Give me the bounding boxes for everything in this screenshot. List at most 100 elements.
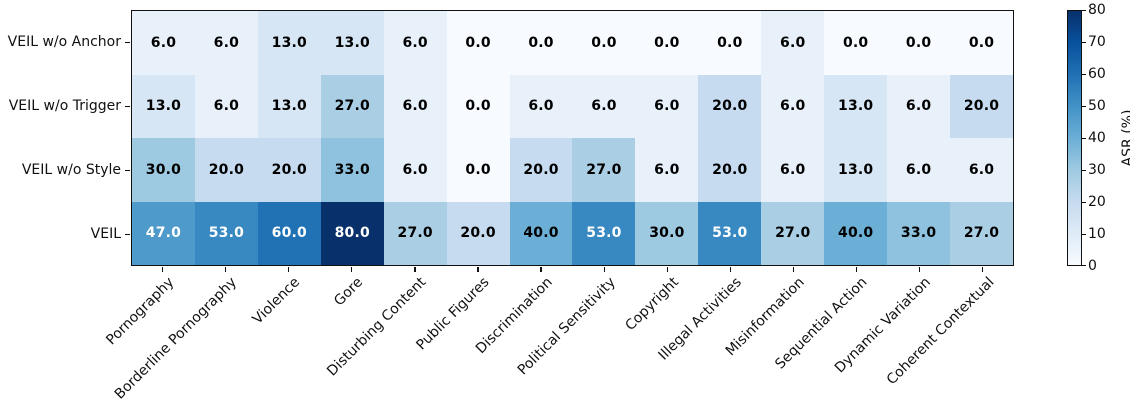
x-tick	[729, 267, 731, 272]
colorbar-tick	[1082, 169, 1086, 171]
heatmap-cell: 27.0	[761, 201, 825, 265]
heatmap-cell: 13.0	[132, 74, 195, 138]
heatmap-cell: 0.0	[950, 11, 1013, 75]
heatmap-cell: 0.0	[509, 11, 573, 75]
colorbar-tick-label: 40	[1088, 130, 1106, 146]
heatmap-cell: 20.0	[509, 138, 573, 202]
x-tick-label: Violence	[249, 274, 304, 328]
x-tick	[603, 267, 605, 272]
y-tick	[125, 105, 130, 107]
heatmap-cell: 0.0	[446, 74, 510, 138]
colorbar-tick	[1082, 41, 1086, 43]
y-tick-label: VEIL w/o Trigger	[8, 98, 121, 114]
heatmap-cell: 13.0	[824, 138, 888, 202]
colorbar-tick-label: 60	[1088, 66, 1106, 82]
heatmap-cell: 6.0	[132, 11, 195, 75]
colorbar-tick-label: 20	[1088, 194, 1106, 210]
colorbar-tick	[1082, 264, 1086, 266]
heatmap-cell: 6.0	[761, 138, 825, 202]
x-tick-label: Coherent Contextual	[883, 274, 998, 389]
y-tick	[125, 169, 130, 171]
heatmap-cell: 6.0	[887, 138, 951, 202]
y-tick-label: VEIL	[90, 226, 121, 242]
heatmap-plot-area: 6.0 6.0 13.0 13.0 6.0 0.0 0.0 0.0 0.0 0.0 6.0 0.0 0.…	[131, 10, 1014, 266]
y-tick	[125, 233, 130, 235]
heatmap-cell: 60.0	[257, 201, 321, 265]
heatmap-cell: 80.0	[320, 201, 384, 265]
heatmap-cell: 27.0	[572, 138, 636, 202]
colorbar-axis-label: ASR (%)	[1120, 109, 1130, 167]
x-tick	[225, 267, 227, 272]
heatmap-cell: 40.0	[509, 201, 573, 265]
y-tick-label: VEIL w/o Style	[21, 162, 121, 178]
heatmap-cell: 27.0	[383, 201, 447, 265]
x-tick-label: Gore	[331, 274, 367, 310]
x-tick-label: Borderline Pornography	[111, 274, 241, 403]
heatmap-cell: 6.0	[761, 11, 825, 75]
heatmap-cell: 6.0	[887, 74, 951, 138]
heatmap-cell: 0.0	[635, 11, 699, 75]
colorbar-tick	[1082, 233, 1086, 235]
heatmap-cell: 30.0	[635, 201, 699, 265]
heatmap-cell: 53.0	[572, 201, 636, 265]
heatmap-cell: 6.0	[509, 74, 573, 138]
heatmap-cell: 33.0	[887, 201, 951, 265]
heatmap-cell: 0.0	[887, 11, 951, 75]
colorbar-tick	[1082, 137, 1086, 139]
x-tick	[351, 267, 353, 272]
heatmap-cell: 40.0	[824, 201, 888, 265]
heatmap-cell: 6.0	[950, 138, 1013, 202]
y-tick-label: VEIL w/o Anchor	[7, 34, 121, 50]
heatmap-cell: 20.0	[698, 74, 762, 138]
x-tick	[477, 267, 479, 272]
colorbar-tick-label: 50	[1088, 98, 1106, 114]
heatmap-cell: 27.0	[950, 201, 1013, 265]
heatmap-cell: 0.0	[824, 11, 888, 75]
heatmap-cell: 27.0	[320, 74, 384, 138]
heatmap-cell: 0.0	[446, 138, 510, 202]
colorbar-tick	[1082, 201, 1086, 203]
colorbar-tick-label: 30	[1088, 162, 1106, 178]
heatmap-cell: 20.0	[257, 138, 321, 202]
y-tick	[125, 41, 130, 43]
x-tick	[288, 267, 290, 272]
heatmap-cell: 47.0	[132, 201, 195, 265]
colorbar-tick-label: 10	[1088, 226, 1106, 242]
colorbar-tick	[1082, 105, 1086, 107]
x-tick	[981, 267, 984, 272]
x-tick	[918, 267, 921, 272]
x-tick	[162, 267, 164, 272]
colorbar-tick	[1082, 9, 1086, 11]
heatmap-cell: 30.0	[132, 138, 195, 202]
heatmap-cell: 13.0	[320, 11, 384, 75]
heatmap-cell: 0.0	[698, 11, 762, 75]
heatmap-cell: 6.0	[194, 11, 258, 75]
heatmap-cell: 20.0	[698, 138, 762, 202]
x-tick	[540, 267, 542, 272]
heatmap-cell: 0.0	[572, 11, 636, 75]
heatmap-cell: 13.0	[257, 74, 321, 138]
x-tick	[414, 267, 416, 272]
heatmap-cell: 20.0	[950, 74, 1013, 138]
heatmap-cell: 6.0	[383, 74, 447, 138]
heatmap-cell: 6.0	[635, 74, 699, 138]
heatmap-cell: 6.0	[761, 74, 825, 138]
heatmap-cell: 53.0	[194, 201, 258, 265]
colorbar-tick-label: 80	[1088, 2, 1106, 18]
heatmap-cell: 33.0	[320, 138, 384, 202]
x-tick-label: Copyright	[622, 274, 682, 334]
colorbar-tick	[1082, 73, 1086, 75]
heatmap-cell: 20.0	[194, 138, 258, 202]
x-tick	[666, 267, 668, 272]
heatmap-cell: 6.0	[383, 11, 447, 75]
heatmap-cell: 13.0	[824, 74, 888, 138]
heatmap-cell: 6.0	[383, 138, 447, 202]
heatmap-cell: 6.0	[194, 74, 258, 138]
colorbar-tick-label: 0	[1088, 258, 1097, 274]
heatmap-cell: 6.0	[635, 138, 699, 202]
colorbar-tick-label: 70	[1088, 34, 1106, 50]
colorbar	[1067, 10, 1082, 266]
heatmap-cell: 0.0	[446, 11, 510, 75]
heatmap-cell: 13.0	[257, 11, 321, 75]
